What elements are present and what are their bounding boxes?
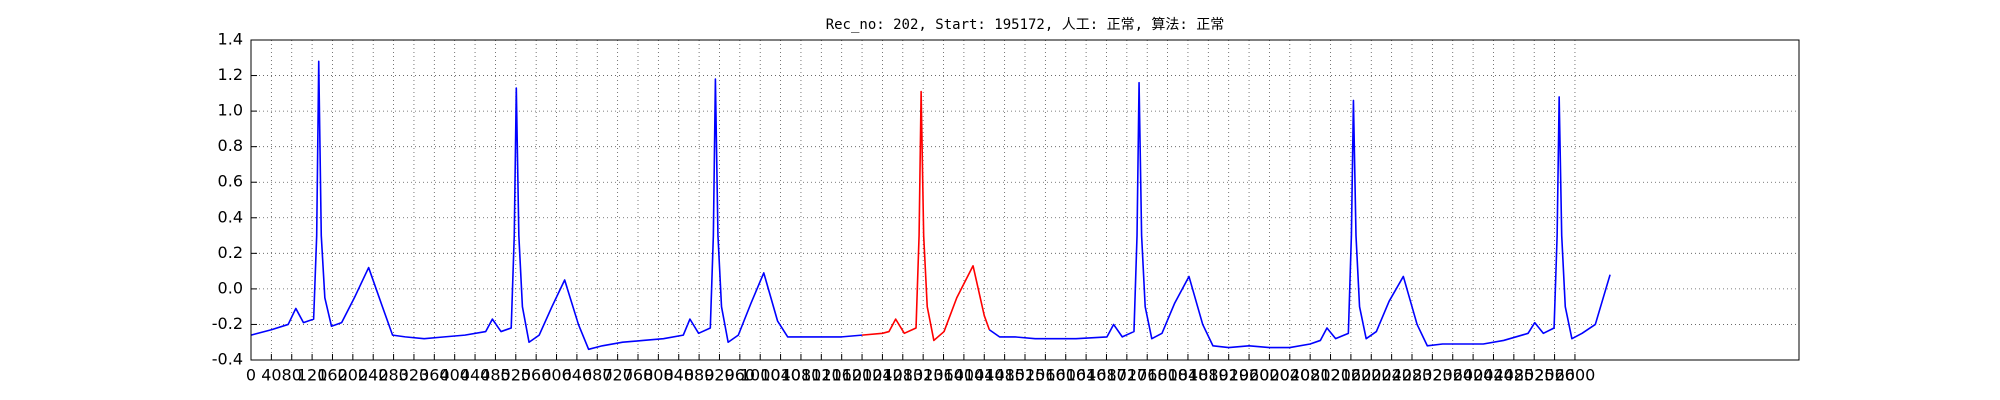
y-tick-label: -0.2 — [212, 314, 243, 333]
x-tick-label: 400 — [439, 366, 470, 385]
x-tick-label: 2520 — [1514, 366, 1555, 385]
x-tick-label: 600 — [541, 366, 572, 385]
x-tick-label: 1640 — [1066, 366, 1107, 385]
x-tick-label: 960 — [725, 366, 756, 385]
y-tick-label: 0.8 — [218, 136, 243, 155]
x-tick-label: 2560 — [1534, 366, 1575, 385]
x-tick-label: 760 — [623, 366, 654, 385]
x-tick-label: 680 — [582, 366, 613, 385]
x-tick-label: 1440 — [964, 366, 1005, 385]
ecg-line — [250, 60, 1611, 351]
x-tick-label: 200 — [338, 366, 369, 385]
x-tick-label: 1520 — [1005, 366, 1046, 385]
x-tick-label: 480 — [480, 366, 511, 385]
x-tick-label: 1480 — [984, 366, 1025, 385]
x-tick-label: 1800 — [1147, 366, 1188, 385]
y-tick-label: 0.0 — [218, 278, 243, 297]
x-tick-label: 280 — [378, 366, 409, 385]
x-tick-label: 1120 — [801, 366, 842, 385]
x-tick-label: 1960 — [1229, 366, 1270, 385]
x-tick-label: 2280 — [1392, 366, 1433, 385]
x-tick-label: 1840 — [1168, 366, 1209, 385]
x-tick-label: 1200 — [842, 366, 883, 385]
x-tick-label: 1920 — [1208, 366, 1249, 385]
y-tick-label: 1.4 — [218, 30, 243, 49]
x-tick-label: 1400 — [944, 366, 985, 385]
x-tick-label: 1160 — [821, 366, 862, 385]
x-tick-label: 800 — [643, 366, 674, 385]
y-tick-label: 0.6 — [218, 172, 243, 191]
x-tick-label: 1880 — [1188, 366, 1229, 385]
y-tick-label: 1.0 — [218, 101, 243, 120]
x-tick-label: 1040 — [760, 366, 801, 385]
plot-frame — [250, 39, 1800, 361]
chart-title: Rec_no: 202, Start: 195172, 人工: 正常, 算法: … — [826, 17, 1225, 33]
x-tick-label: 2240 — [1371, 366, 1412, 385]
x-tick-label: 2360 — [1432, 366, 1473, 385]
y-tick-label: 0.4 — [218, 207, 243, 226]
ecg-line — [861, 90, 991, 342]
x-tick-label: 1080 — [781, 366, 822, 385]
x-tick-label: 920 — [704, 366, 735, 385]
x-tick-label: 40 — [261, 366, 281, 385]
x-tick-label: 1720 — [1106, 366, 1147, 385]
x-tick-label: 1560 — [1025, 366, 1066, 385]
x-tick-label: 520 — [501, 366, 532, 385]
x-tick-label: 880 — [684, 366, 715, 385]
x-tick-label: 840 — [663, 366, 694, 385]
x-tick-label: 2160 — [1331, 366, 1372, 385]
x-tick-label: 440 — [460, 366, 491, 385]
x-tick-label: 560 — [521, 366, 552, 385]
x-tick-label: 1280 — [882, 366, 923, 385]
x-tick-label: 160 — [317, 366, 348, 385]
x-tick-label: 80 — [282, 366, 302, 385]
x-tick-label: 720 — [602, 366, 633, 385]
x-tick-label: 120 — [297, 366, 328, 385]
x-tick-label: 2600 — [1555, 366, 1596, 385]
x-tick-label: 2320 — [1412, 366, 1453, 385]
x-tick-label: 1000 — [740, 366, 781, 385]
x-tick-label: 1600 — [1045, 366, 1086, 385]
x-tick-label: 640 — [562, 366, 593, 385]
x-tick-label: 2400 — [1453, 366, 1494, 385]
x-tick-label: 2120 — [1310, 366, 1351, 385]
x-tick-label: 360 — [419, 366, 450, 385]
x-tick-label: 1360 — [923, 366, 964, 385]
x-tick-label: 2480 — [1493, 366, 1534, 385]
x-tick-label: 1760 — [1127, 366, 1168, 385]
x-tick-label: 2080 — [1290, 366, 1331, 385]
x-tick-label: 2200 — [1351, 366, 1392, 385]
x-tick-label: 0 — [246, 366, 256, 385]
x-tick-label: 2440 — [1473, 366, 1514, 385]
x-tick-label: 1240 — [862, 366, 903, 385]
y-tick-label: 0.2 — [218, 243, 243, 262]
x-tick-label: 240 — [358, 366, 389, 385]
y-tick-label: 1.2 — [218, 65, 243, 84]
y-tick-label: -0.4 — [212, 350, 243, 369]
x-tick-label: 320 — [399, 366, 430, 385]
x-tick-label: 2040 — [1269, 366, 1310, 385]
x-tick-label: 1320 — [903, 366, 944, 385]
x-tick-label: 2000 — [1249, 366, 1290, 385]
x-tick-label: 1680 — [1086, 366, 1127, 385]
